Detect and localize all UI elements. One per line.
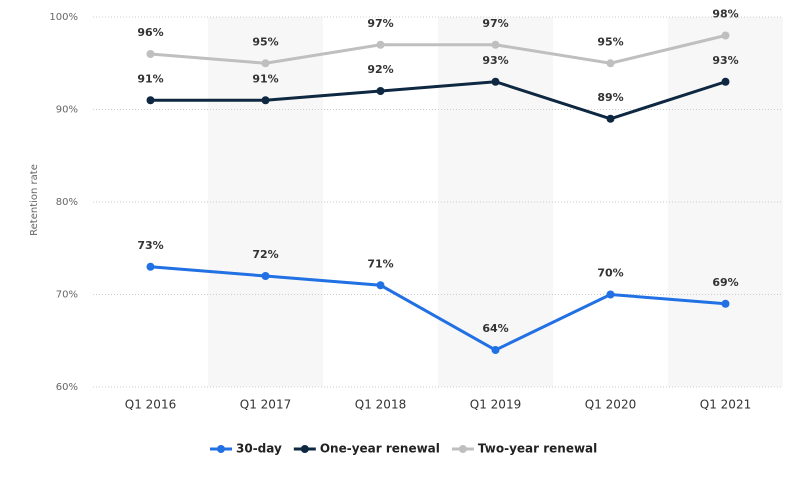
point [491, 40, 500, 49]
point [261, 272, 270, 280]
x-tick-label: Q1 2019 [470, 398, 521, 412]
x-tick-label: Q1 2021 [700, 398, 751, 412]
y-tick-label: 60% [56, 382, 78, 393]
x-tick-label: Q1 2020 [585, 398, 636, 412]
point [261, 59, 270, 68]
legend-swatch-dot [217, 445, 225, 453]
value-label: 72% [252, 248, 278, 261]
value-label: 71% [367, 257, 393, 270]
point [721, 77, 730, 86]
point [146, 96, 155, 105]
value-label: 64% [482, 322, 508, 335]
point [491, 346, 500, 354]
point [376, 87, 385, 95]
point [376, 281, 385, 290]
point [491, 77, 500, 86]
value-label: 89% [597, 91, 623, 104]
point [261, 96, 270, 105]
value-label: 95% [252, 35, 278, 48]
y-tick-label: 70% [56, 290, 78, 301]
legend-label: Two-year renewal [478, 442, 597, 456]
legend-swatch-dot [458, 445, 467, 453]
value-label: 96% [137, 26, 163, 39]
y-tick-label: 80% [56, 197, 78, 208]
series-line [150, 34, 726, 65]
series-line [150, 80, 726, 121]
value-label: 98% [712, 8, 738, 21]
value-label: 91% [252, 72, 278, 85]
y-axis-label: Retention rate [29, 164, 40, 236]
point [606, 114, 615, 123]
point [376, 40, 385, 49]
value-label: 97% [482, 17, 508, 30]
value-label: 70% [597, 267, 623, 280]
legend-label: 30-day [236, 442, 282, 456]
value-label: 92% [367, 63, 393, 76]
value-label: 93% [712, 54, 738, 67]
point [721, 31, 730, 40]
value-label: 69% [712, 276, 738, 289]
legend-label: One-year renewal [320, 442, 440, 456]
value-label: 95% [597, 35, 623, 48]
x-tick-label: Q1 2016 [125, 398, 176, 412]
point [146, 262, 155, 271]
x-tick-label: Q1 2018 [355, 398, 406, 412]
value-label: 93% [482, 54, 508, 67]
x-tick-label: Q1 2017 [240, 398, 291, 412]
y-tick-label: 90% [56, 105, 78, 116]
point [721, 299, 730, 308]
value-label: 97% [367, 17, 393, 30]
point [606, 290, 615, 299]
legend-swatch-dot [300, 445, 309, 453]
point [606, 59, 615, 68]
value-label: 91% [137, 72, 163, 85]
point [146, 50, 155, 58]
y-tick-label: 100% [49, 12, 78, 23]
value-label: 73% [137, 239, 163, 252]
series-line [150, 265, 726, 352]
